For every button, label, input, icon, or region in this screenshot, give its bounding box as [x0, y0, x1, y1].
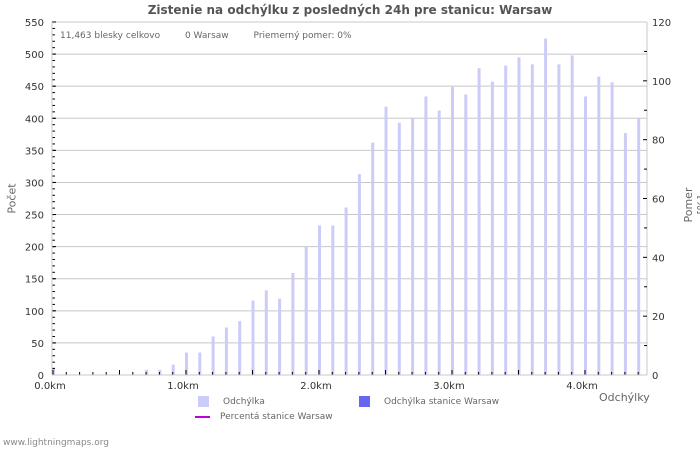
legend-item-station-percent: Percentá stanice Warsaw	[195, 412, 333, 422]
legend-item-station-deviation: Odchýlka stanice Warsaw	[359, 396, 499, 407]
svg-text:1.0km: 1.0km	[167, 381, 198, 392]
axes: 0 50 100 150 200 250 300 350 400 450 500 550 0 20 40 60…	[25, 18, 671, 392]
svg-text:100: 100	[652, 77, 671, 88]
footer-watermark: www.lightningmaps.org	[3, 438, 109, 448]
stats-bar: 11,463 blesky celkovo 0 Warsaw Priemerný…	[60, 31, 374, 41]
y-axis-left-label: Počet	[5, 183, 19, 214]
y-axis-right-label: Pomer [%]	[682, 187, 700, 223]
x-axis-label: Odchýlky	[599, 391, 650, 404]
svg-text:200: 200	[25, 243, 44, 254]
station-count: 0 Warsaw	[184, 31, 229, 41]
legend-item-deviation: Odchýlka	[198, 396, 265, 407]
svg-text:150: 150	[25, 275, 44, 286]
svg-text:450: 450	[25, 82, 44, 93]
swatch-icon	[359, 396, 370, 407]
svg-text:250: 250	[25, 211, 44, 222]
svg-text:4.0km: 4.0km	[566, 381, 597, 392]
svg-text:300: 300	[25, 178, 44, 189]
svg-text:2.0km: 2.0km	[300, 381, 331, 392]
svg-text:350: 350	[25, 146, 44, 157]
svg-text:40: 40	[652, 253, 665, 264]
svg-text:400: 400	[25, 114, 44, 125]
line-swatch-icon	[195, 415, 210, 418]
svg-text:120: 120	[652, 18, 671, 29]
svg-text:0.0km: 0.0km	[34, 381, 65, 392]
svg-text:50: 50	[31, 339, 44, 350]
svg-text:0: 0	[38, 371, 44, 382]
average-ratio: Priemerný pomer: 0%	[253, 31, 352, 41]
chart-title: Zistenie na odchýlku z posledných 24h pr…	[147, 3, 553, 17]
svg-text:60: 60	[652, 195, 665, 206]
svg-text:0: 0	[652, 371, 658, 382]
swatch-icon	[198, 396, 209, 407]
svg-text:80: 80	[652, 136, 665, 147]
svg-text:3.0km: 3.0km	[433, 381, 464, 392]
svg-text:550: 550	[25, 18, 44, 29]
svg-text:100: 100	[25, 307, 44, 318]
bar-series	[52, 38, 641, 376]
svg-text:20: 20	[652, 312, 665, 323]
total-strikes: 11,463 blesky celkovo	[60, 31, 161, 41]
svg-text:500: 500	[25, 50, 44, 61]
